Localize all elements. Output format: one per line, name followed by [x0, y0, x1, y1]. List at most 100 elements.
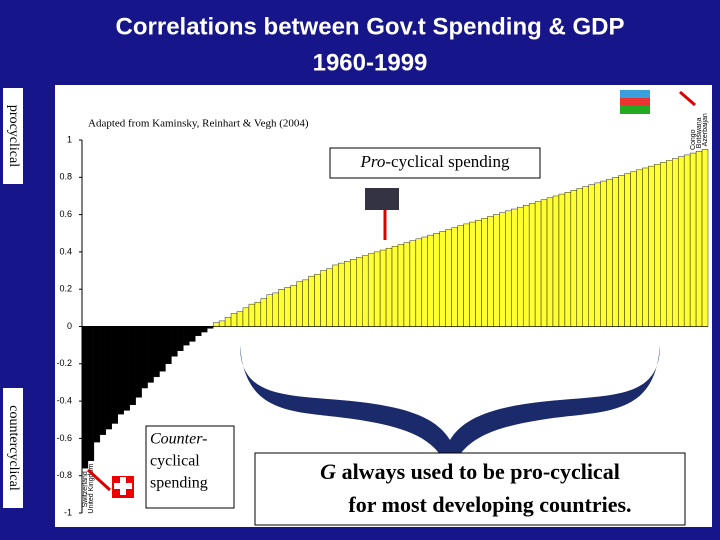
- bar: [409, 240, 417, 327]
- bar: [362, 255, 369, 327]
- annotation-part: G: [320, 459, 336, 484]
- bar: [552, 195, 560, 327]
- flag: [365, 188, 399, 210]
- bar: [439, 231, 446, 327]
- bar: [308, 275, 315, 327]
- annotation: Counter-: [150, 431, 207, 448]
- bar: [511, 208, 518, 327]
- bar: [242, 307, 250, 327]
- category-label: Congo: [690, 129, 697, 150]
- bar: [451, 227, 458, 327]
- flag: [620, 90, 650, 98]
- bar: [445, 229, 452, 327]
- annotation: for most developing countries.: [348, 492, 631, 517]
- bar: [642, 167, 649, 327]
- flag-cross: [114, 477, 132, 495]
- bar: [212, 322, 220, 327]
- bar: [701, 149, 709, 327]
- bar: [677, 156, 685, 327]
- y-tick-label: -1: [64, 507, 72, 517]
- arrow: [679, 90, 696, 107]
- bar: [189, 326, 196, 342]
- y-tick-label: -0.2: [56, 358, 72, 368]
- bar: [487, 216, 494, 327]
- y-tick-label: -0.6: [56, 433, 72, 443]
- bar: [481, 218, 488, 327]
- y-tick-label: -0.8: [56, 470, 72, 480]
- category-label: United Kingdom: [88, 464, 95, 514]
- bar: [183, 326, 190, 346]
- bar: [147, 326, 154, 383]
- bar: [546, 197, 554, 327]
- y-tick-label: -0.4: [56, 395, 72, 405]
- annotation: cyclical: [150, 453, 200, 470]
- bar: [493, 214, 500, 327]
- side-label: procyclical: [6, 105, 21, 167]
- annotation: G always used to be pro-cyclical: [320, 459, 620, 484]
- bar: [224, 316, 232, 327]
- bar: [111, 326, 118, 424]
- bar: [648, 165, 655, 327]
- bar: [129, 326, 136, 406]
- bar: [624, 173, 631, 327]
- flag: [620, 98, 650, 106]
- bar: [248, 303, 256, 327]
- bar: [230, 313, 238, 327]
- bar: [367, 253, 375, 327]
- side-box: [3, 88, 23, 184]
- source: Adapted from Kaminsky, Reinhart & Vegh (…: [88, 118, 309, 130]
- y-tick-label: 0.2: [59, 284, 72, 294]
- bar: [206, 326, 214, 329]
- bar: [272, 292, 279, 327]
- bar: [475, 219, 482, 327]
- bar: [588, 184, 595, 327]
- bar: [320, 270, 327, 327]
- bar: [433, 233, 440, 327]
- annotation-part: Pro: [359, 152, 385, 171]
- y-tick-label: 1: [67, 134, 72, 144]
- annotation-box: [329, 147, 541, 179]
- bar: [332, 264, 339, 327]
- brace: [240, 345, 660, 475]
- bar: [290, 285, 297, 327]
- bar: [564, 192, 572, 327]
- bar: [534, 201, 542, 327]
- bar: [338, 262, 345, 327]
- bar: [326, 268, 333, 327]
- bar: [260, 298, 268, 327]
- bar: [576, 188, 583, 327]
- annotation-box: [145, 425, 235, 509]
- bar: [582, 186, 589, 327]
- bar: [171, 326, 178, 357]
- bar: [540, 199, 548, 327]
- category-label: Azerbaijan: [702, 113, 709, 146]
- y-tick-label: 0.4: [59, 246, 72, 256]
- bar: [522, 205, 530, 327]
- bar: [105, 326, 113, 430]
- bar: [350, 259, 357, 327]
- y-tick-label: 0.8: [59, 172, 72, 182]
- bar: [278, 289, 285, 327]
- bar: [284, 287, 291, 327]
- bar: [159, 326, 166, 372]
- bar: [397, 244, 405, 327]
- bar: [314, 274, 321, 327]
- bar: [391, 246, 399, 327]
- bar: [165, 326, 172, 364]
- flag: [620, 106, 650, 114]
- bar: [457, 225, 464, 327]
- bar: [469, 221, 476, 327]
- bar: [666, 160, 673, 327]
- bar: [123, 326, 130, 411]
- bar: [672, 158, 679, 327]
- bar: [344, 261, 351, 327]
- category-label: Botswana: [696, 117, 703, 148]
- bar: [636, 169, 643, 327]
- y-tick-label: 0.6: [59, 209, 72, 219]
- bar: [236, 311, 244, 327]
- y-tick-label: 0: [67, 321, 72, 331]
- side-box: [3, 388, 23, 508]
- bar: [695, 150, 703, 327]
